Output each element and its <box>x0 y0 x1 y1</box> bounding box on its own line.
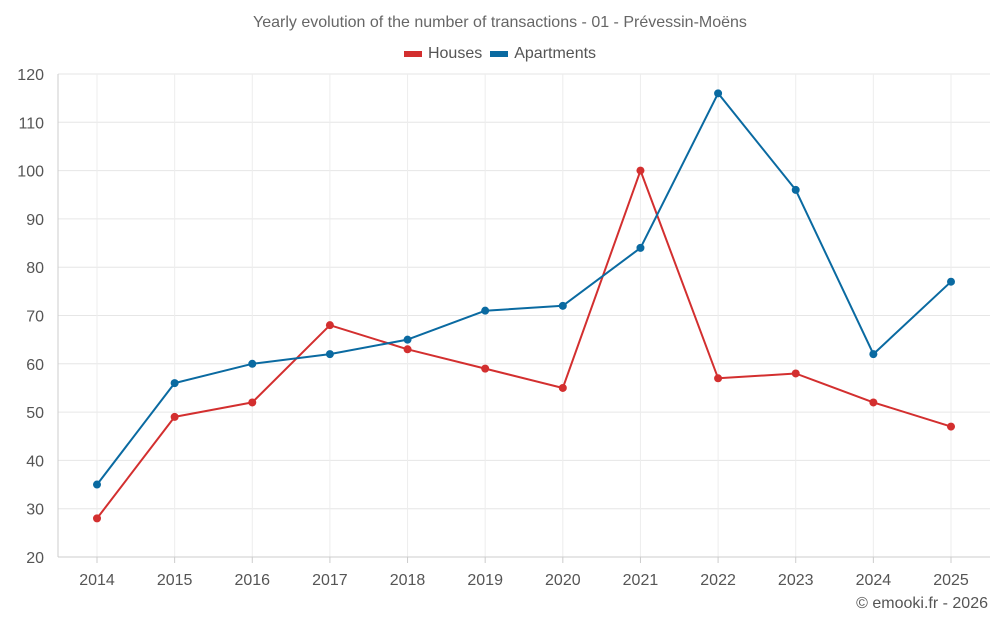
data-point-apartments <box>403 335 412 344</box>
y-tick-label: 70 <box>26 309 44 326</box>
data-point-houses <box>93 514 101 523</box>
data-point-apartments <box>791 185 800 194</box>
data-point-apartments <box>93 480 101 489</box>
legend-label-houses: Houses <box>427 45 483 62</box>
data-point-houses <box>791 369 800 378</box>
data-point-houses <box>481 364 490 373</box>
x-tick-label: 2020 <box>545 572 581 589</box>
data-point-houses <box>403 345 412 354</box>
data-point-houses <box>947 422 955 431</box>
data-point-apartments <box>636 243 645 252</box>
x-tick-label: 2021 <box>623 572 659 589</box>
y-tick-label: 30 <box>26 502 44 519</box>
data-point-apartments <box>869 350 878 359</box>
data-point-apartments <box>481 306 490 315</box>
data-point-houses <box>170 412 179 421</box>
x-tick-label: 2018 <box>390 572 426 589</box>
data-point-houses <box>869 398 878 407</box>
x-tick-label: 2014 <box>79 572 115 589</box>
y-tick-label: 20 <box>26 550 44 567</box>
data-point-houses <box>325 321 334 330</box>
series-line-houses <box>96 169 952 520</box>
y-tick-label: 110 <box>18 115 44 132</box>
chart-title: Yearly evolution of the number of transa… <box>253 14 747 31</box>
legend-item-houses[interactable]: Houses <box>403 45 483 63</box>
x-tick-label: 2015 <box>157 572 193 589</box>
data-point-houses <box>558 383 567 392</box>
y-tick-label: 120 <box>17 67 44 84</box>
x-tick-label: 2023 <box>778 572 814 589</box>
legend-swatch-apartments <box>490 51 509 57</box>
x-tick-label: 2022 <box>700 572 736 589</box>
legend-label-apartments: Apartments <box>514 45 597 62</box>
legend-swatch-houses <box>403 51 422 57</box>
data-point-apartments <box>558 301 567 310</box>
data-point-apartments <box>325 350 334 359</box>
credit-text: © emooki.fr - 2026 <box>856 595 988 612</box>
x-tick-label: 2019 <box>467 572 503 589</box>
y-tick-label: 90 <box>26 212 44 229</box>
data-point-houses <box>248 398 257 407</box>
data-point-houses <box>636 166 645 175</box>
y-tick-label: 40 <box>26 453 44 470</box>
y-tick-label: 80 <box>26 260 44 277</box>
x-tick-label: 2025 <box>933 572 969 589</box>
y-tick-label: 100 <box>17 164 44 181</box>
data-point-apartments <box>248 359 257 368</box>
chart-legend: Houses Apartments <box>0 45 1000 63</box>
y-tick-label: 60 <box>26 357 44 374</box>
legend-item-apartments[interactable]: Apartments <box>490 45 596 63</box>
x-tick-label: 2016 <box>234 572 270 589</box>
x-tick-label: 2024 <box>856 572 892 589</box>
data-point-apartments <box>947 277 955 286</box>
data-point-apartments <box>714 89 723 98</box>
data-point-apartments <box>170 379 179 388</box>
x-tick-label: 2017 <box>312 572 348 589</box>
data-point-houses <box>714 374 723 383</box>
series-line-apartments <box>96 92 952 486</box>
y-tick-label: 50 <box>26 405 44 422</box>
